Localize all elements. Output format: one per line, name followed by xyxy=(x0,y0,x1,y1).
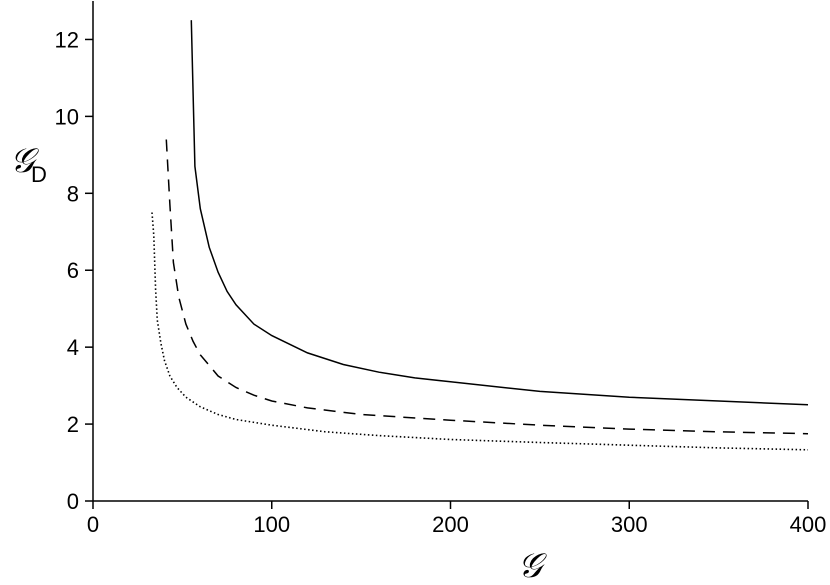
y-tick-label: 0 xyxy=(67,489,79,514)
x-tick-label: 0 xyxy=(87,512,99,537)
y-tick-label: 6 xyxy=(67,258,79,283)
x-tick-label: 400 xyxy=(790,512,827,537)
y-tick-label: 2 xyxy=(67,412,79,437)
y-tick-label: 12 xyxy=(55,27,79,52)
axes xyxy=(92,1,808,502)
x-tick-label: 100 xyxy=(253,512,290,537)
y-axis-label-main: 𝒢 xyxy=(10,141,39,181)
y-tick-label: 4 xyxy=(67,335,79,360)
x-tick-label: 300 xyxy=(611,512,648,537)
y-axis-label-subscript: D xyxy=(31,162,47,187)
series-layer xyxy=(151,20,809,451)
y-tick-label: 10 xyxy=(55,104,79,129)
x-ticks: 0 100 200 300 400 xyxy=(87,501,826,537)
x-tick-label: 200 xyxy=(432,512,469,537)
series-line-dotted xyxy=(151,212,809,451)
series-line-solid xyxy=(190,20,809,406)
series-line-dashed xyxy=(165,139,809,435)
y-axis-label: 𝒢 D xyxy=(10,141,47,187)
y-tick-label: 8 xyxy=(67,181,79,206)
x-axis-label: 𝒢 xyxy=(518,546,547,585)
y-ticks: 0 2 4 6 8 10 12 xyxy=(55,27,93,514)
